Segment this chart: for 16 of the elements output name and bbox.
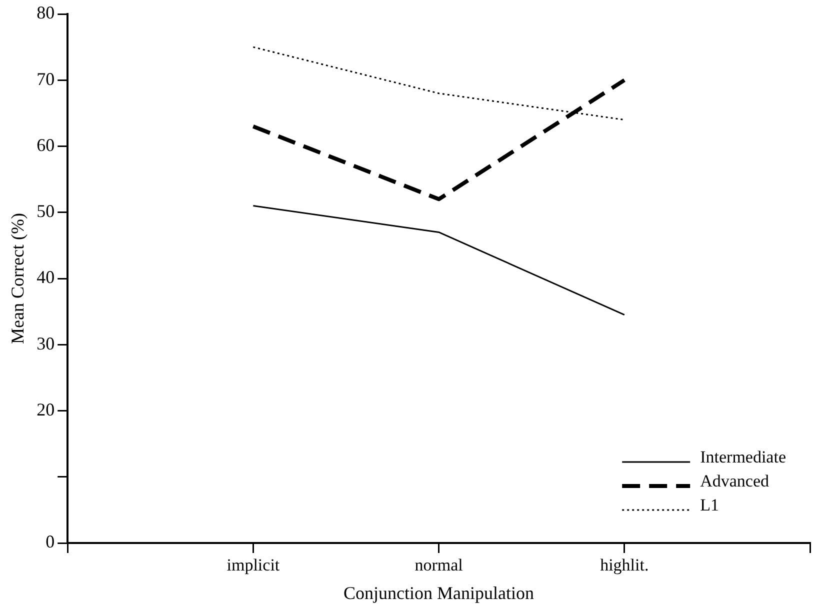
y-tick-label: 40: [36, 267, 55, 288]
legend-label: Advanced: [700, 471, 770, 490]
x-tick-label: normal: [414, 556, 464, 575]
y-tick-label: 80: [36, 2, 55, 23]
legend-label: L1: [700, 495, 719, 514]
legend-label: Intermediate: [700, 447, 786, 466]
x-tick-label: highlit.: [600, 556, 649, 575]
y-tick-label: 70: [36, 68, 55, 89]
y-tick-label: 30: [36, 333, 55, 354]
y-tick-label: 50: [36, 201, 55, 222]
x-tick-label: implicit: [226, 556, 280, 575]
y-axis-title: Mean Correct (%): [8, 213, 28, 344]
x-axis-title: Conjunction Manipulation: [344, 582, 534, 603]
y-tick-label: 0: [46, 532, 55, 552]
y-tick-label: 20: [36, 399, 55, 420]
y-tick-label: 60: [36, 134, 55, 155]
